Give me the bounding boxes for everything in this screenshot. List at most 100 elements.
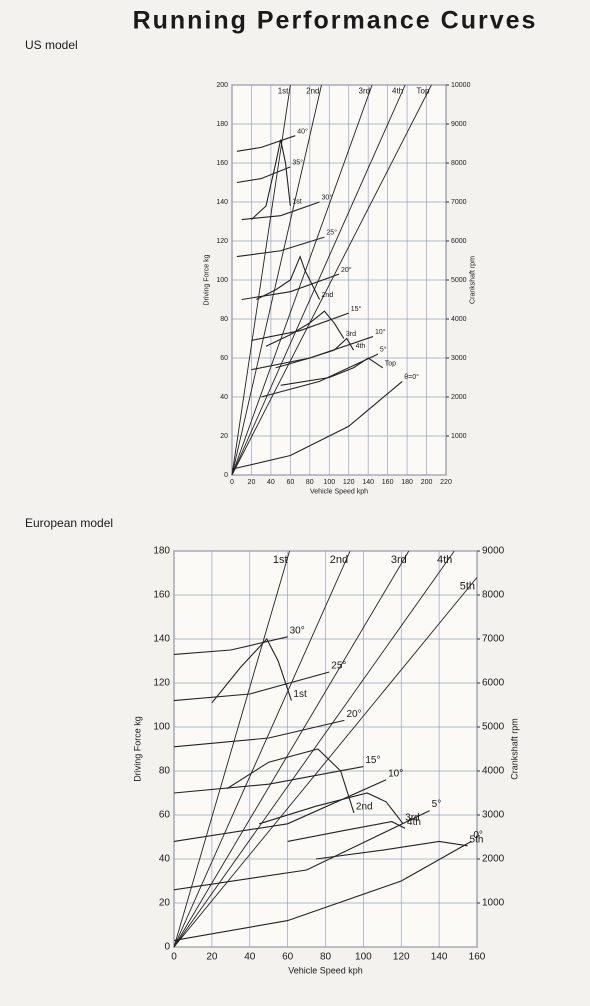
curve-label: 5° xyxy=(380,346,387,354)
x-axis-label: Vehicle Speed kph xyxy=(288,965,363,975)
x-tick-label: 180 xyxy=(401,479,413,486)
y-tick-label: 60 xyxy=(220,355,228,362)
line-label: 5th xyxy=(460,580,475,592)
curve-label: 30° xyxy=(322,194,333,202)
curve xyxy=(261,353,379,398)
line-label: 2nd xyxy=(330,554,348,566)
line-label: 3rd xyxy=(391,554,407,566)
y2-axis-label: Crankshaft rpm xyxy=(509,718,519,780)
y2-tick-label: 7000 xyxy=(482,634,505,645)
x-tick-label: 140 xyxy=(362,479,374,486)
curve-label: 20° xyxy=(341,266,352,274)
y2-tick-label: 5000 xyxy=(451,277,467,284)
y-tick-label: 60 xyxy=(159,810,171,821)
y2-tick-label: 9000 xyxy=(482,546,505,557)
curve-label: 35° xyxy=(292,159,303,167)
curve xyxy=(226,748,355,813)
y-axis-label: Driving Force kg xyxy=(132,716,142,782)
line-label: 1st xyxy=(273,554,288,566)
x-tick-label: 60 xyxy=(286,479,294,486)
y2-tick-label: 8000 xyxy=(482,590,505,601)
curve-label: 15° xyxy=(365,755,380,766)
y-tick-label: 80 xyxy=(220,316,228,323)
x-tick-label: 140 xyxy=(431,952,448,963)
y-tick-label: 100 xyxy=(153,722,170,733)
y2-tick-label: 6000 xyxy=(482,678,505,689)
curve xyxy=(173,577,478,948)
curve-label: 4th xyxy=(407,817,421,828)
curve xyxy=(251,139,291,220)
x-tick-label: 120 xyxy=(343,479,355,486)
curve xyxy=(173,550,455,948)
curve-label: 10° xyxy=(375,328,386,336)
x-tick-label: 160 xyxy=(469,952,486,963)
x-tick-label: 80 xyxy=(306,479,314,486)
curve xyxy=(231,84,373,476)
y-tick-label: 100 xyxy=(216,277,228,284)
x-tick-label: 100 xyxy=(323,479,335,486)
line-label: 4th xyxy=(437,554,452,566)
page-title: Running Performance Curves xyxy=(133,7,538,35)
curve xyxy=(280,357,384,386)
curve xyxy=(231,84,432,476)
y2-axis-label: Crankshaft rpm xyxy=(469,256,476,304)
y-tick-label: 0 xyxy=(224,472,228,479)
curve-label: 1st xyxy=(292,199,301,206)
curve-label: θ=0° xyxy=(404,373,419,381)
y2-tick-label: 9000 xyxy=(451,121,467,128)
y-tick-label: 40 xyxy=(159,854,171,865)
y2-tick-label: 8000 xyxy=(451,160,467,167)
x-tick-label: 40 xyxy=(244,952,256,963)
y2-tick-label: 10000 xyxy=(451,82,471,89)
curve-label: 15° xyxy=(351,305,362,313)
line-label: 3rd xyxy=(359,86,371,95)
line-label: 4th xyxy=(392,86,403,95)
y2-tick-label: 2000 xyxy=(451,394,467,401)
curve xyxy=(211,638,292,704)
line-label: Top xyxy=(417,86,430,95)
curve xyxy=(173,766,364,794)
y-tick-label: 140 xyxy=(216,199,228,206)
y2-tick-label: 7000 xyxy=(451,199,467,206)
curve-label: 2nd xyxy=(356,801,373,812)
curve-label: 40° xyxy=(297,127,308,135)
curve xyxy=(173,719,345,748)
curve xyxy=(275,337,355,369)
curve xyxy=(231,84,406,476)
y-tick-label: 200 xyxy=(216,82,228,89)
x-tick-label: 160 xyxy=(382,479,394,486)
y-tick-label: 160 xyxy=(153,590,170,601)
curve xyxy=(173,810,430,891)
y-tick-label: 20 xyxy=(220,433,228,440)
curve xyxy=(236,135,296,152)
curve xyxy=(259,792,404,825)
x-axis-label: Vehicle Speed kph xyxy=(310,489,368,496)
curve xyxy=(173,550,351,948)
curve-label: 25° xyxy=(326,229,337,237)
line-label: 2nd xyxy=(306,86,319,95)
curve-label: 1st xyxy=(293,689,307,700)
line-label: 1st xyxy=(278,86,289,95)
x-tick-label: 20 xyxy=(248,479,256,486)
x-tick-label: 100 xyxy=(355,952,372,963)
x-tick-label: 0 xyxy=(171,952,177,963)
x-tick-label: 80 xyxy=(320,952,332,963)
curve-label: 20° xyxy=(346,709,361,720)
curve-label: 4th xyxy=(356,343,366,350)
y-tick-label: 180 xyxy=(216,121,228,128)
y-tick-label: 20 xyxy=(159,898,171,909)
y-tick-label: 80 xyxy=(159,766,171,777)
curve xyxy=(287,821,406,842)
y2-tick-label: 2000 xyxy=(482,854,505,865)
curve-label: Top xyxy=(385,360,396,367)
chart-title: European model xyxy=(25,516,113,530)
x-tick-label: 0 xyxy=(230,479,234,486)
curve-label: 0° xyxy=(473,830,483,841)
curve xyxy=(241,201,320,221)
y-tick-label: 40 xyxy=(220,394,228,401)
curve xyxy=(241,273,340,301)
curve xyxy=(231,84,291,476)
curve-label: 10° xyxy=(388,768,403,779)
curve xyxy=(236,166,291,184)
